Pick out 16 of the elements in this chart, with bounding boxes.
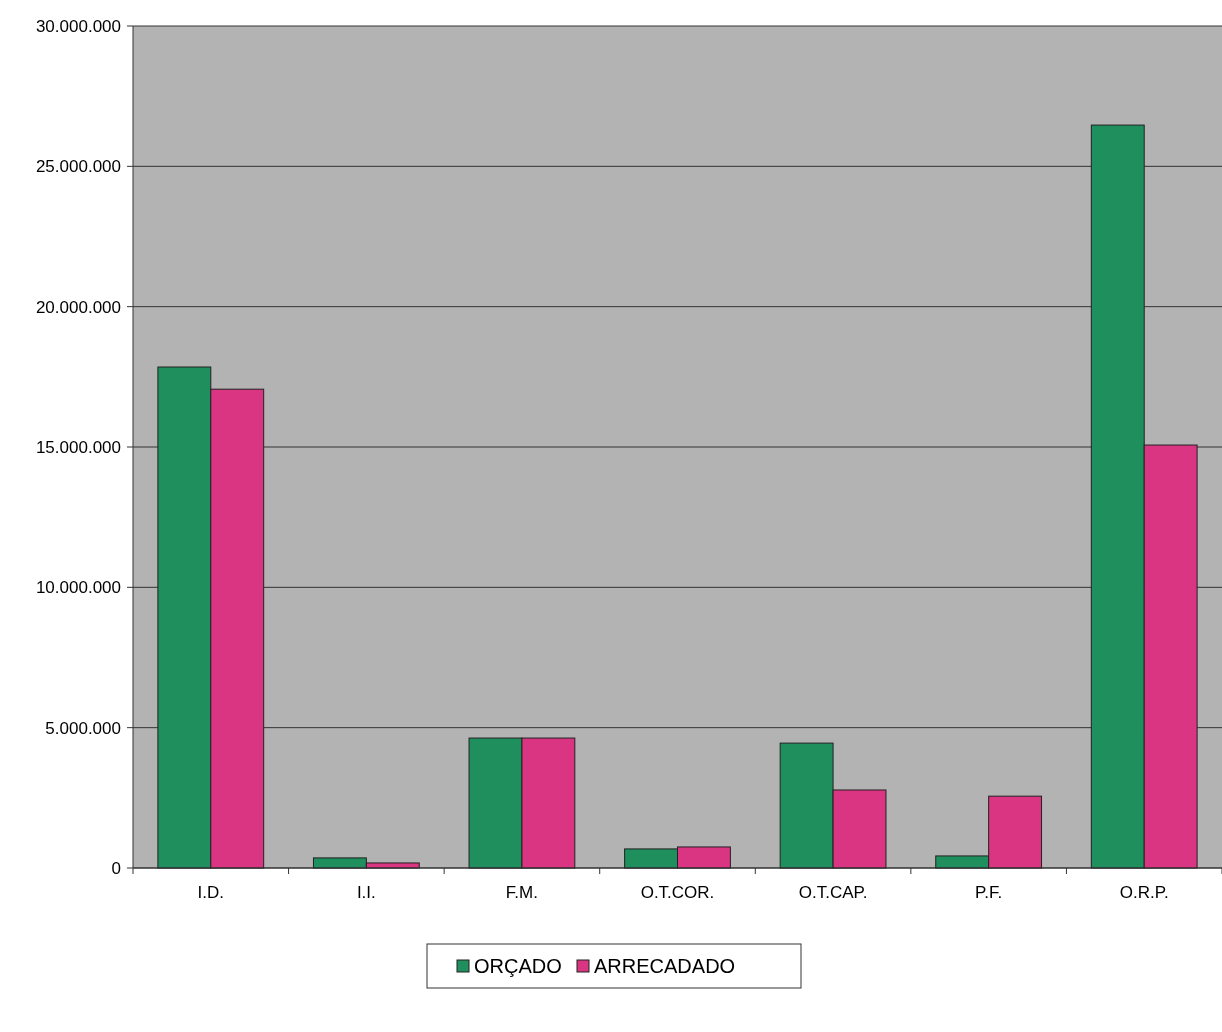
x-tick-label: I.I. <box>356 883 376 902</box>
x-tick-label: I.D. <box>197 883 225 902</box>
x-tick-label: F.M. <box>505 883 538 902</box>
x-tick-label: O.R.P. <box>1119 883 1169 902</box>
y-tick-label: 5.000.000 <box>45 718 121 738</box>
x-tick-label: O.T.CAP. <box>798 883 868 902</box>
legend-label: ARRECADADO <box>594 955 736 977</box>
legend-label: ORÇADO <box>474 955 562 977</box>
y-tick-label: 25.000.000 <box>35 157 121 177</box>
y-tick-label: 0 <box>111 858 121 878</box>
y-tick-label: 20.000.000 <box>35 297 121 317</box>
x-tick-label: O.T.COR. <box>640 883 715 902</box>
x-tick-label: P.F. <box>975 883 1003 902</box>
y-tick-label: 15.000.000 <box>35 437 121 457</box>
y-tick-label: 30.000.000 <box>35 16 121 36</box>
y-tick-label: 10.000.000 <box>35 578 121 598</box>
